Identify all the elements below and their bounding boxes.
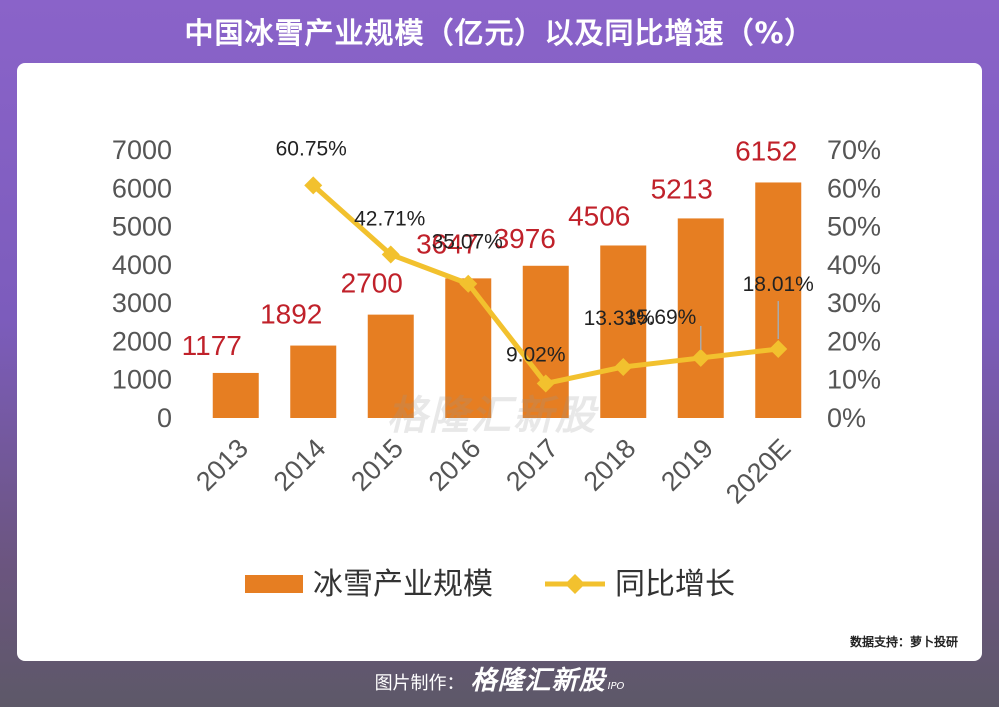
growth-value-label: 15.69% [625,306,696,329]
y-left-tick-label: 3000 [112,288,172,318]
footer: 图片制作： 格隆汇新股 IPO [0,660,999,697]
x-tick-label: 2017 [500,433,564,497]
growth-marker [536,374,555,393]
bar-value-label: 4506 [568,200,630,231]
bar [677,218,724,418]
footer-brand-sub: IPO [607,681,625,692]
y-left-tick-label: 1000 [112,365,172,395]
legend-label-line: 同比增长 [615,568,735,601]
x-tick-label: 2016 [423,433,487,497]
y-left-tick-label: 7000 [112,135,172,165]
growth-value-label: 42.71% [354,207,425,230]
bar-value-label: 5213 [651,173,713,204]
chart-card: 格隆汇新股 0 1000 2000 3000 4000 5000 6000 7000 0% 10%… [17,63,982,661]
y-right-tick-label: 60% [827,173,881,203]
growth-value-label: 9.02% [506,343,566,366]
y-right-tick-label: 70% [827,135,881,165]
growth-marker [769,340,788,359]
bar [600,245,647,418]
growth-value-label: 35.07% [432,231,503,254]
x-tick-label: 2019 [655,433,719,497]
y-right-tick-label: 20% [827,326,881,356]
watermark: 格隆汇新股 [387,393,597,439]
x-tick-label: 2020E [720,433,796,509]
growth-marker [691,348,710,367]
footer-prefix: 图片制作： [374,673,465,694]
growth-marker [614,357,633,376]
y-right-tick-label: 10% [827,365,881,395]
y-right-tick-label: 30% [827,288,881,318]
bar-value-label: 1892 [260,299,322,330]
data-source-credit: 数据支持：萝卜投研 [849,635,958,649]
x-tick-label: 2013 [190,433,254,497]
growth-marker [381,245,400,264]
bar [290,345,337,418]
x-tick-label: 2015 [345,433,409,497]
y-left-tick-label: 6000 [112,173,172,203]
growth-value-label: 13.33% [584,307,655,330]
x-tick-label: 2014 [268,433,332,497]
bar [212,372,259,418]
growth-value-label: 60.75% [276,137,347,160]
bar-value-label: 3976 [494,223,556,254]
y-left-tick-label: 5000 [112,212,172,242]
chart: 0 1000 2000 3000 4000 5000 6000 7000 0% 10% 20% 30%… [112,135,881,601]
y-left-tick-label: 0 [157,403,172,433]
y-right-tick-label: 40% [827,250,881,280]
growth-value-label: 18.01% [743,273,814,296]
growth-marker [304,176,323,195]
bar [522,265,569,418]
bar-value-label: 3647 [416,228,478,259]
bar-value-label: 6152 [735,135,797,166]
legend-swatch-marker [565,574,585,594]
x-tick-label: 2018 [578,433,642,497]
legend-label-bar: 冰雪产业规模 [313,568,493,601]
bar [367,314,414,418]
bar-value-label: 1177 [182,330,242,361]
bar-value-label: 2700 [341,268,403,299]
y-right-tick-label: 50% [827,212,881,242]
y-left-tick-label: 2000 [112,326,172,356]
footer-brand: 格隆汇新股 [470,666,606,696]
y-left-tick-label: 4000 [112,250,172,280]
bar [755,182,802,418]
growth-marker [459,274,478,293]
y-right-tick-label: 0% [827,403,866,433]
legend-swatch-bar [245,575,303,593]
page-title: 中国冰雪产业规模（亿元）以及同比增速（%） [184,16,815,50]
